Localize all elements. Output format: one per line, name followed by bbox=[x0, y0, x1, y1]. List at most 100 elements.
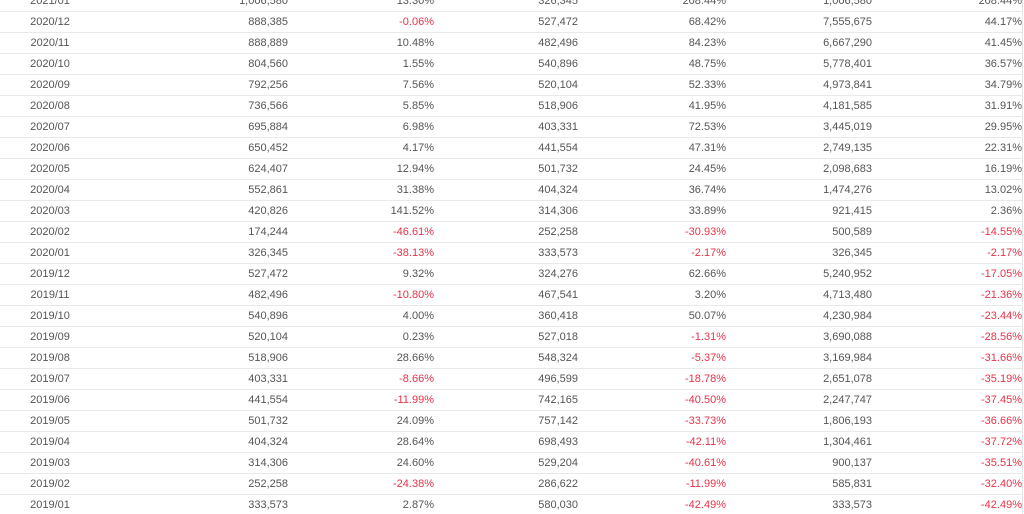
cell-percent-2: 72.53% bbox=[578, 116, 726, 138]
cell-percent-3: -17.05% bbox=[872, 263, 1022, 285]
cell-percent-3: 31.91% bbox=[872, 95, 1022, 117]
cell-value-3: 900,137 bbox=[726, 452, 872, 474]
cell-value-2: 324,276 bbox=[434, 263, 578, 285]
cell-percent-3: 13.02% bbox=[872, 179, 1022, 201]
cell-value-3: 1,806,193 bbox=[726, 410, 872, 432]
cell-percent-1: 13.30% bbox=[288, 0, 434, 12]
cell-value-1: 174,244 bbox=[100, 221, 288, 243]
cell-value-2: 314,306 bbox=[434, 200, 578, 222]
cell-value-3: 921,415 bbox=[726, 200, 872, 222]
cell-percent-3: 34.79% bbox=[872, 74, 1022, 96]
cell-percent-1: 7.56% bbox=[288, 74, 434, 96]
cell-percent-2: -42.11% bbox=[578, 431, 726, 453]
cell-percent-1: -10.80% bbox=[288, 284, 434, 306]
table-row: 2019/04 404,324 28.64% 698,493 -42.11% 1,304,… bbox=[0, 431, 1022, 453]
table-row: 2019/09 520,104 0.23% 527,018 -1.31% 3,690,08… bbox=[0, 326, 1022, 348]
cell-percent-2: 52.33% bbox=[578, 74, 726, 96]
cell-month: 2019/02 bbox=[0, 473, 100, 495]
cell-month: 2020/05 bbox=[0, 158, 100, 180]
cell-percent-1: -46.61% bbox=[288, 221, 434, 243]
cell-percent-1: 10.48% bbox=[288, 32, 434, 54]
cell-percent-3: 208.44% bbox=[872, 0, 1022, 12]
cell-value-1: 314,306 bbox=[100, 452, 288, 474]
cell-value-3: 2,247,747 bbox=[726, 389, 872, 411]
table-row: 2019/12 527,472 9.32% 324,276 62.66% 5,240,95… bbox=[0, 263, 1022, 285]
cell-value-2: 518,906 bbox=[434, 95, 578, 117]
cell-month: 2019/01 bbox=[0, 494, 100, 514]
cell-value-3: 7,555,675 bbox=[726, 11, 872, 33]
cell-value-1: 482,496 bbox=[100, 284, 288, 306]
cell-percent-3: -35.51% bbox=[872, 452, 1022, 474]
cell-value-1: 624,407 bbox=[100, 158, 288, 180]
cell-value-1: 736,566 bbox=[100, 95, 288, 117]
cell-percent-3: -31.66% bbox=[872, 347, 1022, 369]
cell-value-1: 527,472 bbox=[100, 263, 288, 285]
cell-month: 2020/07 bbox=[0, 116, 100, 138]
cell-percent-3: -23.44% bbox=[872, 305, 1022, 327]
cell-month: 2020/08 bbox=[0, 95, 100, 117]
cell-value-1: 326,345 bbox=[100, 242, 288, 264]
cell-value-1: 888,889 bbox=[100, 32, 288, 54]
cell-percent-3: 44.17% bbox=[872, 11, 1022, 33]
cell-percent-3: -2.17% bbox=[872, 242, 1022, 264]
cell-value-3: 2,098,683 bbox=[726, 158, 872, 180]
cell-value-1: 403,331 bbox=[100, 368, 288, 390]
cell-percent-2: 50.07% bbox=[578, 305, 726, 327]
cell-value-3: 4,181,585 bbox=[726, 95, 872, 117]
cell-percent-2: 84.23% bbox=[578, 32, 726, 54]
cell-month: 2019/10 bbox=[0, 305, 100, 327]
table-row: 2021/01 1,006,580 13.30% 326,345 208.44% 1,00… bbox=[0, 0, 1022, 12]
cell-percent-3: 16.19% bbox=[872, 158, 1022, 180]
cell-percent-1: -8.66% bbox=[288, 368, 434, 390]
cell-value-2: 403,331 bbox=[434, 116, 578, 138]
cell-value-2: 527,018 bbox=[434, 326, 578, 348]
table-row: 2020/09 792,256 7.56% 520,104 52.33% 4,973,84… bbox=[0, 74, 1022, 96]
cell-value-1: 1,006,580 bbox=[100, 0, 288, 12]
cell-value-3: 3,169,984 bbox=[726, 347, 872, 369]
cell-month: 2020/03 bbox=[0, 200, 100, 222]
cell-value-1: 552,861 bbox=[100, 179, 288, 201]
cell-percent-1: 5.85% bbox=[288, 95, 434, 117]
cell-value-1: 888,385 bbox=[100, 11, 288, 33]
cell-percent-3: 41.45% bbox=[872, 32, 1022, 54]
cell-value-3: 4,973,841 bbox=[726, 74, 872, 96]
cell-value-2: 286,622 bbox=[434, 473, 578, 495]
cell-value-2: 698,493 bbox=[434, 431, 578, 453]
cell-value-2: 467,541 bbox=[434, 284, 578, 306]
cell-percent-3: 22.31% bbox=[872, 137, 1022, 159]
table-row: 2019/08 518,906 28.66% 548,324 -5.37% 3,169,9… bbox=[0, 347, 1022, 369]
cell-percent-1: -11.99% bbox=[288, 389, 434, 411]
cell-month: 2021/01 bbox=[0, 0, 100, 12]
table-row: 2020/01 326,345 -38.13% 333,573 -2.17% 326,34… bbox=[0, 242, 1022, 264]
cell-month: 2020/09 bbox=[0, 74, 100, 96]
cell-value-2: 482,496 bbox=[434, 32, 578, 54]
table-row: 2020/07 695,884 6.98% 403,331 72.53% 3,445,01… bbox=[0, 116, 1022, 138]
cell-value-2: 441,554 bbox=[434, 137, 578, 159]
cell-value-1: 695,884 bbox=[100, 116, 288, 138]
cell-month: 2019/03 bbox=[0, 452, 100, 474]
cell-percent-2: 208.44% bbox=[578, 0, 726, 12]
cell-value-2: 527,472 bbox=[434, 11, 578, 33]
cell-value-1: 252,258 bbox=[100, 473, 288, 495]
cell-value-2: 501,732 bbox=[434, 158, 578, 180]
cell-month: 2020/06 bbox=[0, 137, 100, 159]
cell-month: 2019/06 bbox=[0, 389, 100, 411]
cell-percent-2: -40.50% bbox=[578, 389, 726, 411]
cell-percent-3: -42.49% bbox=[872, 494, 1022, 514]
table-row: 2020/08 736,566 5.85% 518,906 41.95% 4,181,58… bbox=[0, 95, 1022, 117]
cell-percent-3: -36.66% bbox=[872, 410, 1022, 432]
cell-percent-1: 31.38% bbox=[288, 179, 434, 201]
table-row: 2019/11 482,496 -10.80% 467,541 3.20% 4,713,4… bbox=[0, 284, 1022, 306]
cell-percent-3: 36.57% bbox=[872, 53, 1022, 75]
cell-percent-1: 12.94% bbox=[288, 158, 434, 180]
cell-percent-2: -18.78% bbox=[578, 368, 726, 390]
cell-percent-3: -28.56% bbox=[872, 326, 1022, 348]
cell-value-3: 2,651,078 bbox=[726, 368, 872, 390]
cell-month: 2019/04 bbox=[0, 431, 100, 453]
cell-value-2: 757,142 bbox=[434, 410, 578, 432]
cell-value-3: 1,304,461 bbox=[726, 431, 872, 453]
cell-value-2: 404,324 bbox=[434, 179, 578, 201]
cell-percent-2: 36.74% bbox=[578, 179, 726, 201]
cell-value-3: 500,589 bbox=[726, 221, 872, 243]
